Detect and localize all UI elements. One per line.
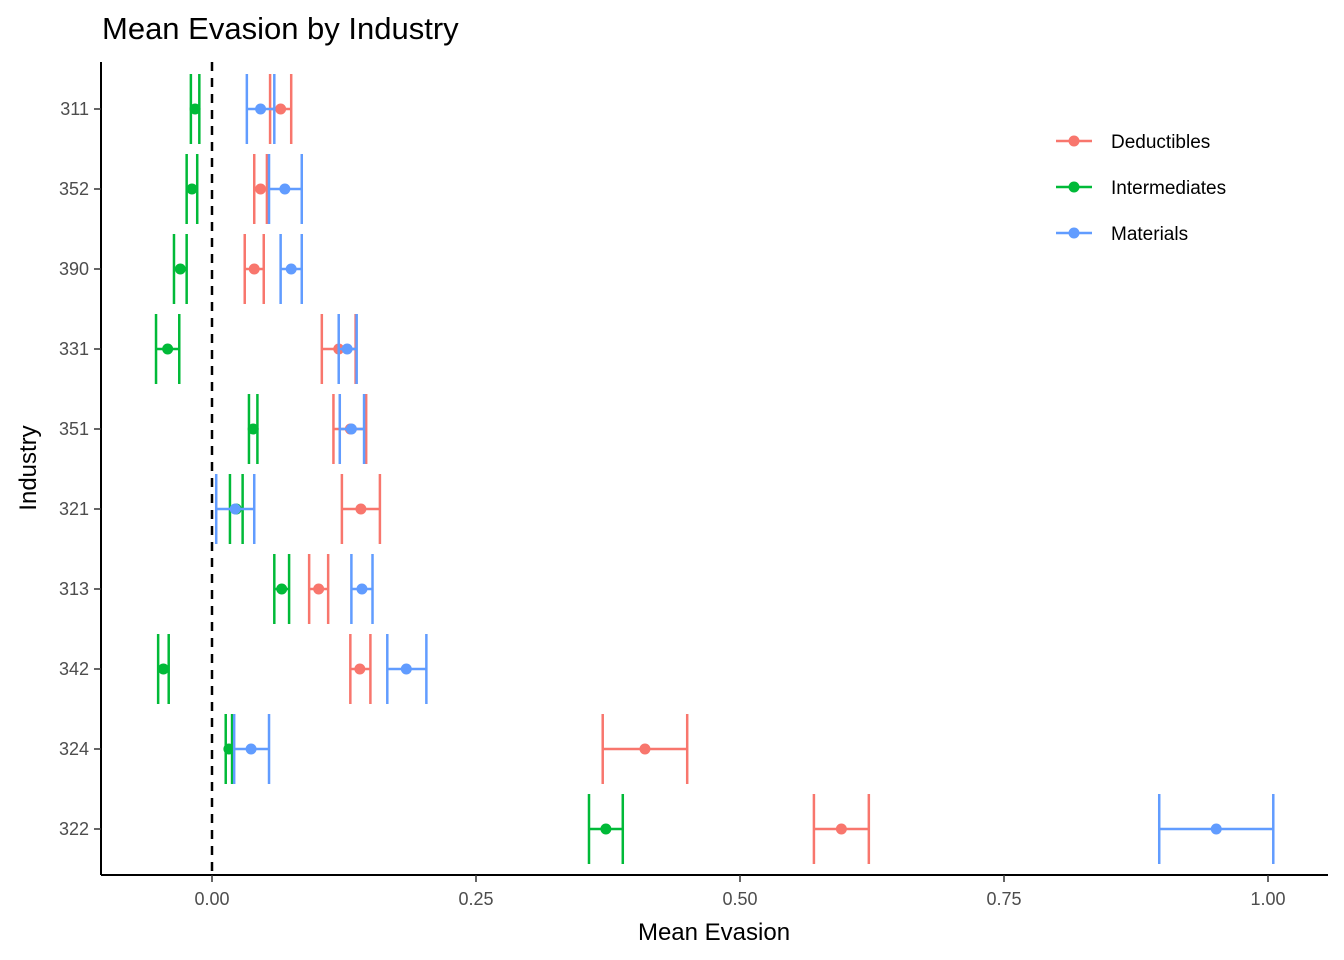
x-tick-label: 0.75 bbox=[986, 889, 1021, 909]
deductibles-point-322 bbox=[835, 823, 847, 835]
intermediates-point-390 bbox=[174, 263, 186, 275]
materials-point-331 bbox=[341, 343, 353, 355]
x-tick-label: 0.25 bbox=[458, 889, 493, 909]
materials-point-324 bbox=[245, 743, 257, 755]
materials-point-351 bbox=[345, 423, 357, 435]
deductibles-point-390 bbox=[248, 263, 260, 275]
legend-label-materials: Materials bbox=[1111, 224, 1188, 245]
chart-title: Mean Evasion by Industry bbox=[102, 11, 459, 46]
x-axis-title: Mean Evasion bbox=[638, 919, 790, 946]
y-tick-label: 342 bbox=[59, 659, 89, 679]
intermediates-point-331 bbox=[162, 343, 174, 355]
y-tick-label: 321 bbox=[59, 499, 89, 519]
deductibles-point-321 bbox=[355, 503, 367, 515]
y-tick-label: 331 bbox=[59, 339, 89, 359]
materials-point-390 bbox=[285, 263, 297, 275]
y-tick-label: 313 bbox=[59, 579, 89, 599]
materials-point-321 bbox=[229, 503, 241, 515]
deductibles-point-324 bbox=[639, 743, 651, 755]
legend-point-intermediates bbox=[1068, 181, 1080, 193]
materials-point-313 bbox=[356, 583, 368, 595]
x-tick-label: 0.50 bbox=[722, 889, 757, 909]
deductibles-point-311 bbox=[275, 103, 287, 115]
y-tick-label: 324 bbox=[59, 739, 89, 759]
deductibles-point-342 bbox=[354, 663, 366, 675]
intermediates-point-351 bbox=[247, 423, 259, 435]
intermediates-point-322 bbox=[600, 823, 612, 835]
deductibles-point-313 bbox=[313, 583, 325, 595]
intermediates-point-352 bbox=[186, 183, 198, 195]
legend: Deductibles Intermediates Materials bbox=[1056, 132, 1226, 245]
deductibles-point-352 bbox=[255, 183, 267, 195]
legend-point-materials bbox=[1068, 227, 1080, 239]
x-tick-label: 0.00 bbox=[194, 889, 229, 909]
y-tick-label: 322 bbox=[59, 819, 89, 839]
materials-point-311 bbox=[255, 103, 267, 115]
y-tick-label: 351 bbox=[59, 419, 89, 439]
legend-label-deductibles: Deductibles bbox=[1111, 132, 1210, 153]
plot-area: 0.00 0.25 0.50 0.75 1.00 311 352 390 331 351 321 31… bbox=[59, 62, 1328, 909]
y-axis-title: Industry bbox=[15, 425, 42, 510]
x-tick-label: 1.00 bbox=[1250, 889, 1285, 909]
intermediates-point-313 bbox=[276, 583, 288, 595]
y-tick-label: 390 bbox=[59, 259, 89, 279]
legend-label-intermediates: Intermediates bbox=[1111, 178, 1226, 199]
legend-point-deductibles bbox=[1068, 135, 1080, 147]
materials-point-342 bbox=[400, 663, 412, 675]
materials-point-322 bbox=[1210, 823, 1222, 835]
materials-point-352 bbox=[279, 183, 291, 195]
intermediates-point-342 bbox=[157, 663, 169, 675]
y-tick-label: 311 bbox=[60, 99, 89, 119]
intermediates-point-311 bbox=[189, 103, 201, 115]
y-tick-label: 352 bbox=[59, 179, 89, 199]
intermediates-point-324 bbox=[223, 743, 235, 755]
